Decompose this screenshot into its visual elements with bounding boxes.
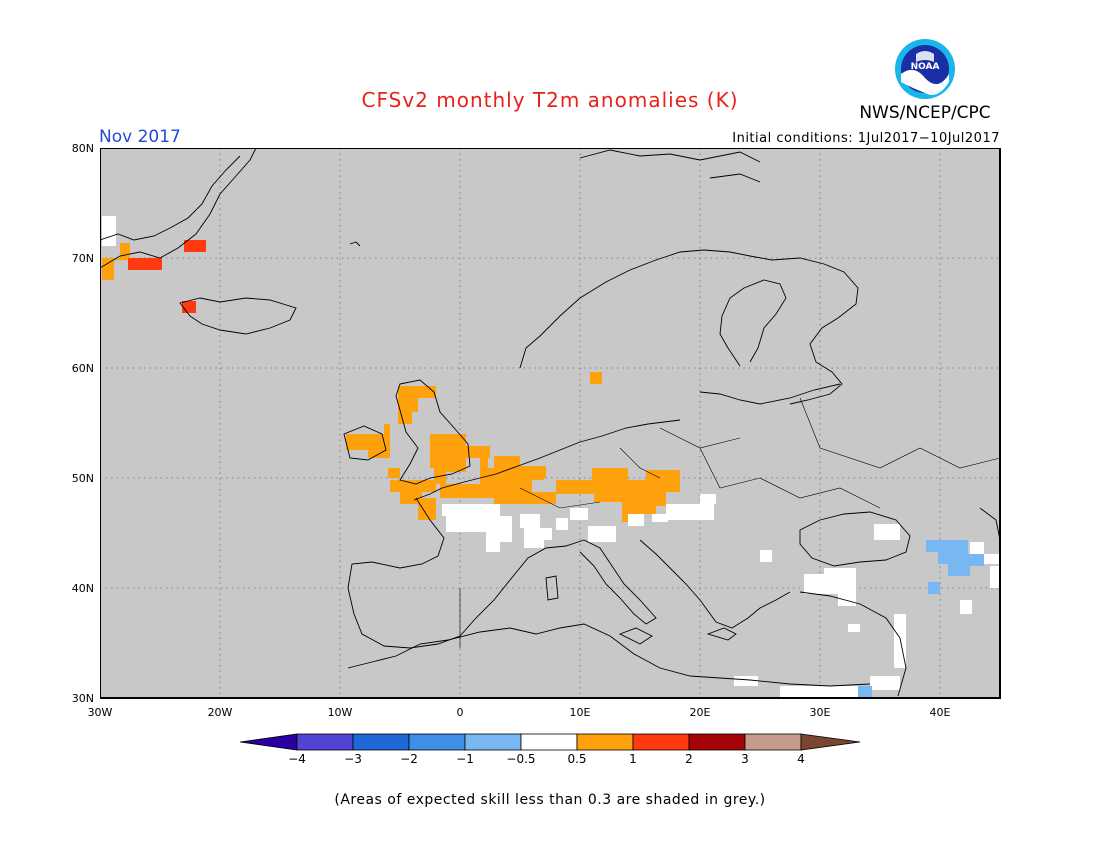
colorbar-high-arrow: [800, 733, 861, 751]
colorbar-segment: [632, 733, 690, 751]
lat-label-40n: 40N: [71, 582, 94, 595]
colorbar-segment: [352, 733, 410, 751]
colorbar-segment: [296, 733, 354, 751]
colorbar-tick: 3: [741, 752, 749, 766]
colorbar-low-arrow: [240, 733, 298, 751]
lat-label-60n: 60N: [71, 362, 94, 375]
lat-label-30n: 30N: [71, 692, 94, 705]
colorbar-segment: [744, 733, 802, 751]
anomaly-map: [100, 148, 1001, 699]
lon-label-20w: 20W: [207, 706, 233, 719]
lon-label-20e: 20E: [689, 706, 711, 719]
colorbar-tick: −1: [456, 752, 474, 766]
noaa-logo-text: NOAA: [911, 62, 940, 72]
lon-label-10e: 10E: [569, 706, 591, 719]
lon-label-30e: 30E: [809, 706, 831, 719]
neutral-anomaly-cells: [102, 216, 1000, 698]
lon-label-10w: 10W: [327, 706, 353, 719]
colorbar-tick: 0.5: [567, 752, 587, 766]
map-frame: [100, 148, 1001, 699]
positive-anomaly-cells: [102, 240, 680, 522]
colorbar-tick: 2: [685, 752, 693, 766]
colorbar-segment: [408, 733, 466, 751]
colorbar-segment: [520, 733, 578, 751]
map-background: [100, 148, 1000, 698]
skill-footnote: (Areas of expected skill less than 0.3 a…: [334, 792, 766, 808]
map-title: CFSv2 monthly T2m anomalies (K): [361, 88, 739, 112]
colorbar-tick: −0.5: [506, 752, 536, 766]
noaa-logo-icon: NOAA: [895, 39, 955, 99]
colorbar-tick: −2: [400, 752, 418, 766]
org-label: NWS/NCEP/CPC: [859, 103, 991, 123]
colorbar: [240, 733, 861, 751]
colorbar-segment: [464, 733, 522, 751]
lat-label-70n: 70N: [71, 252, 94, 265]
lon-label-40e: 40E: [929, 706, 951, 719]
lon-label-0: 0: [456, 706, 464, 719]
colorbar-tick: 4: [797, 752, 805, 766]
lat-label-80n: 80N: [71, 142, 94, 155]
graticule: [100, 148, 1000, 698]
colorbar-tick: −3: [344, 752, 362, 766]
colorbar-tick: −4: [288, 752, 306, 766]
lon-label-30w: 30W: [87, 706, 113, 719]
lat-label-50n: 50N: [71, 472, 94, 485]
colorbar-segment: [688, 733, 746, 751]
month-label: Nov 2017: [99, 127, 181, 147]
colorbar-segment: [576, 733, 634, 751]
initial-conditions-label: Initial conditions: 1Jul2017−10Jul2017: [732, 131, 1000, 146]
coastlines: [100, 148, 1001, 697]
colorbar-tick: 1: [629, 752, 637, 766]
negative-anomaly-cells: [858, 540, 984, 698]
